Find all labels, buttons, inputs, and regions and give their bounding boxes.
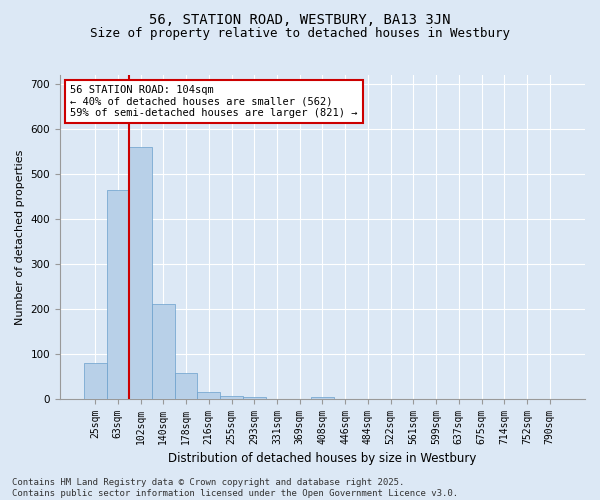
X-axis label: Distribution of detached houses by size in Westbury: Distribution of detached houses by size …: [168, 452, 476, 465]
Text: Size of property relative to detached houses in Westbury: Size of property relative to detached ho…: [90, 28, 510, 40]
Bar: [129, 147, 152, 399]
Bar: [175, 373, 197, 398]
Bar: [84, 362, 107, 398]
Bar: [197, 392, 220, 398]
Text: 56, STATION ROAD, WESTBURY, BA13 3JN: 56, STATION ROAD, WESTBURY, BA13 3JN: [149, 12, 451, 26]
Text: Contains HM Land Registry data © Crown copyright and database right 2025.
Contai: Contains HM Land Registry data © Crown c…: [12, 478, 458, 498]
Bar: [243, 397, 266, 398]
Text: 56 STATION ROAD: 104sqm
← 40% of detached houses are smaller (562)
59% of semi-d: 56 STATION ROAD: 104sqm ← 40% of detache…: [70, 84, 358, 118]
Bar: [107, 190, 129, 398]
Y-axis label: Number of detached properties: Number of detached properties: [15, 149, 25, 324]
Bar: [152, 304, 175, 398]
Bar: [220, 396, 243, 398]
